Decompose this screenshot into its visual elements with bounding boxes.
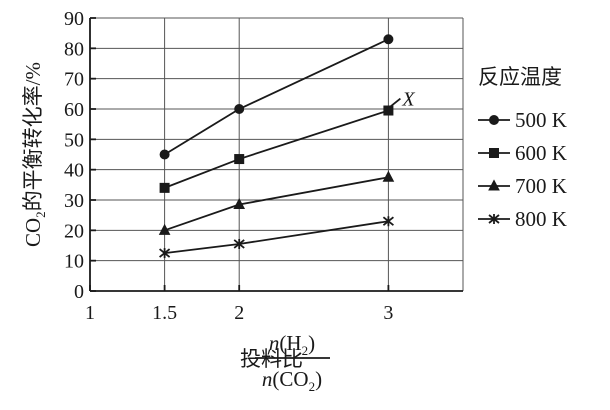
- series-line-600k: [164, 109, 389, 189]
- legend-label: 700 K: [515, 174, 567, 198]
- data-point-800k: [233, 238, 245, 249]
- legend-label: 600 K: [515, 141, 567, 165]
- legend-marker: [489, 148, 499, 158]
- tick-labels: 0 10 20 30 40 50 60 70 80 90 1 1.5 2 3: [64, 8, 393, 324]
- data-point-600k: [234, 154, 245, 165]
- data-point-800k: [382, 216, 394, 227]
- data-point-500k: [234, 104, 245, 114]
- legend-marker: [488, 179, 500, 191]
- x-axis-title-prefix: 投料比: [240, 347, 303, 371]
- y-tick-label: 10: [64, 251, 84, 273]
- legend-item-600k: 600 K: [478, 141, 567, 165]
- y-tick-label: 70: [64, 69, 84, 91]
- legend-item-800k: 800 K: [478, 207, 567, 231]
- legend-label: 800 K: [515, 207, 567, 231]
- y-tick-label: 0: [74, 281, 84, 303]
- legend-item-700k: 700 K: [478, 174, 567, 198]
- data-point-600k: [383, 105, 394, 116]
- x-axis-title-denominator: n(CO2): [262, 367, 322, 394]
- y-tick-label: 20: [64, 220, 84, 242]
- series-line-700k: [164, 176, 389, 232]
- series-line-500k: [164, 38, 389, 156]
- data-point-700k: [158, 223, 171, 235]
- x-tick-label: 3: [383, 302, 393, 324]
- y-tick-label: 40: [64, 160, 84, 182]
- y-tick-label: 80: [64, 38, 84, 60]
- y-tick-label: 30: [64, 190, 84, 212]
- x-axis-title-numerator: n(H2): [269, 331, 315, 358]
- legend-marker: [489, 115, 499, 125]
- data-point-700k: [382, 170, 395, 182]
- legend-title: 反应温度: [478, 65, 562, 89]
- legend-label: 500 K: [515, 108, 567, 132]
- data-point-800k: [159, 248, 171, 259]
- annotation-x: X: [401, 89, 415, 111]
- data-point-500k: [159, 149, 170, 160]
- y-tick-label: 60: [64, 99, 84, 121]
- legend-item-500k: 500 K: [478, 108, 567, 132]
- annotation-leader: [389, 97, 401, 108]
- grid: [90, 17, 464, 291]
- series-line-800k: [164, 220, 389, 254]
- data-point-700k: [233, 197, 246, 210]
- y-tick-label: 50: [64, 129, 84, 151]
- legend-marker: [488, 214, 500, 224]
- series-group: [158, 34, 395, 259]
- x-tick-label: 2: [234, 302, 244, 324]
- data-point-500k: [383, 34, 394, 45]
- axes: [89, 17, 463, 292]
- y-axis-title: CO2的平衡转化率/%: [21, 62, 48, 247]
- annotations: X: [389, 89, 415, 111]
- x-tick-label: 1.5: [152, 302, 177, 324]
- y-tick-label: 90: [64, 8, 84, 30]
- data-point-600k: [159, 182, 170, 193]
- x-tick-label: 1: [85, 302, 95, 324]
- legend: 反应温度 500 K 600 K 700 K 800 K: [478, 65, 567, 231]
